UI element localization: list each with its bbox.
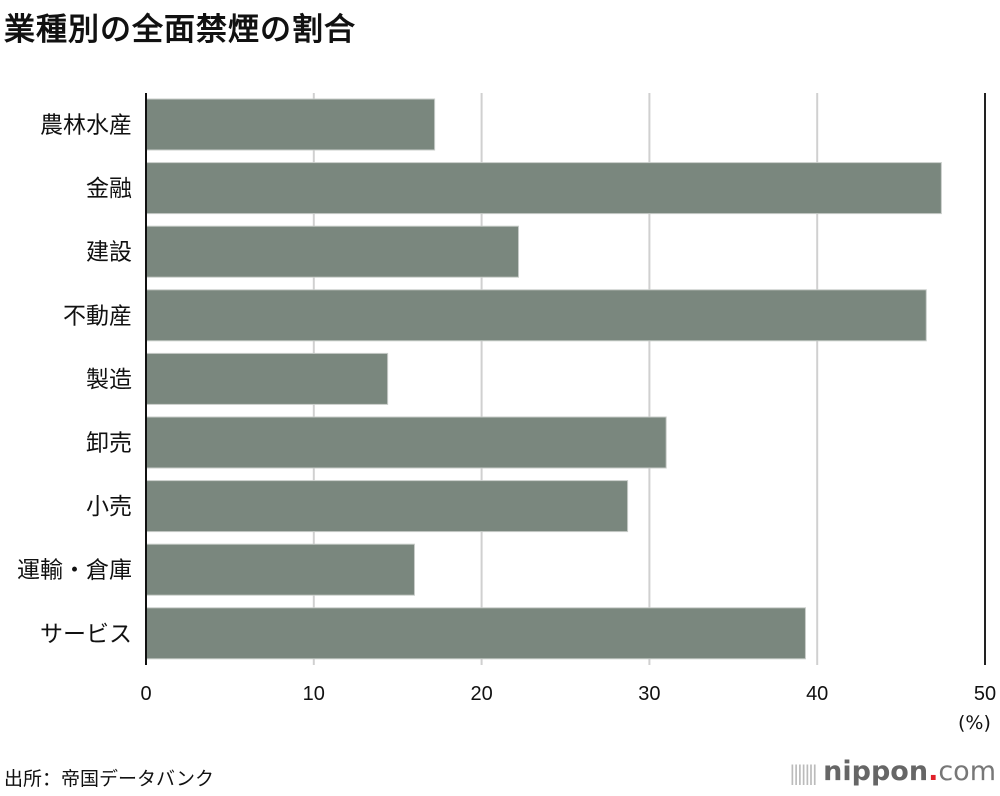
bar <box>145 607 806 660</box>
x-tick-label: 20 <box>470 683 492 705</box>
y-category-label: 不動産 <box>63 303 132 329</box>
y-category-label: 金融 <box>86 176 132 202</box>
x-axis-unit: (%) <box>958 712 991 734</box>
bar <box>145 416 667 469</box>
logo-name: nippon <box>823 756 929 787</box>
y-category-label: サービス <box>40 621 132 647</box>
x-tick-label: 0 <box>140 683 151 705</box>
y-category-label: 製造 <box>86 367 132 393</box>
y-category-label: 農林水産 <box>40 113 132 139</box>
bar <box>145 225 520 278</box>
y-category-label: 建設 <box>86 240 132 266</box>
logo-bars-icon: ||||||| <box>788 761 818 785</box>
x-tick-label: 30 <box>638 683 660 705</box>
x-tick-label: 50 <box>974 683 996 705</box>
bar <box>145 543 415 596</box>
x-tick-label: 10 <box>303 683 325 705</box>
logo-suffix: com <box>938 756 996 787</box>
x-tick-label: 40 <box>806 683 828 705</box>
y-category-label: 卸売 <box>86 431 132 457</box>
bar <box>145 162 942 215</box>
chart-title: 業種別の全面禁煙の割合 <box>4 12 356 48</box>
bar <box>145 352 389 405</box>
logo-dot: . <box>928 756 939 787</box>
bar <box>145 480 629 533</box>
bar <box>145 289 927 342</box>
y-category-label: 運輸・倉庫 <box>17 558 132 584</box>
y-category-label: 小売 <box>86 494 132 520</box>
nippon-logo: ||||||| nippon.com <box>789 756 996 787</box>
bar <box>145 98 436 151</box>
source-note: 出所：帝国データバンク <box>4 768 214 790</box>
